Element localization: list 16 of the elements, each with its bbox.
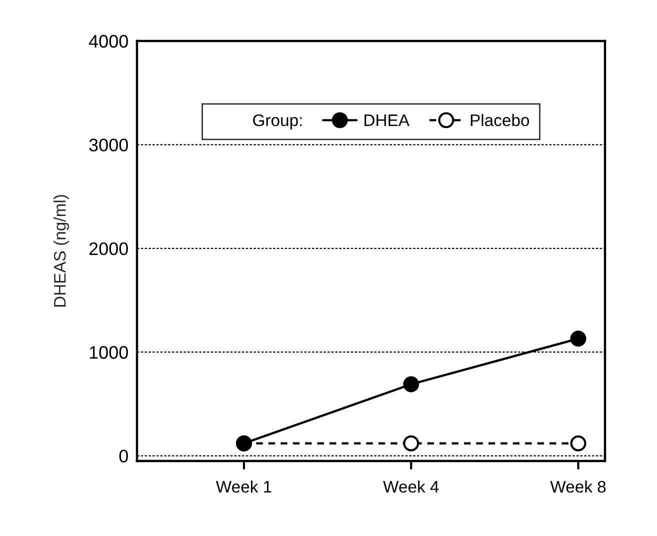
y-tick-label: 3000	[89, 138, 128, 152]
y-tick-label: 0	[119, 450, 128, 463]
point	[570, 330, 586, 347]
legend-title: Group:	[253, 114, 302, 130]
y-tick-label: 2000	[89, 242, 128, 256]
point	[570, 435, 586, 452]
y-tick-label: 1000	[90, 346, 128, 359]
point	[403, 376, 420, 392]
legend-label: DHEA	[364, 114, 410, 126]
point	[403, 435, 420, 452]
legend-label: Placebo	[470, 114, 530, 126]
y-axis-title: DHEAS (ng/ml)	[54, 195, 70, 307]
y-tick-label: 4000	[88, 34, 128, 48]
x-tick-label: Week 1	[216, 480, 272, 493]
x-tick-label: Week 8	[550, 480, 606, 493]
x-tick-label: Week 4	[383, 480, 439, 493]
